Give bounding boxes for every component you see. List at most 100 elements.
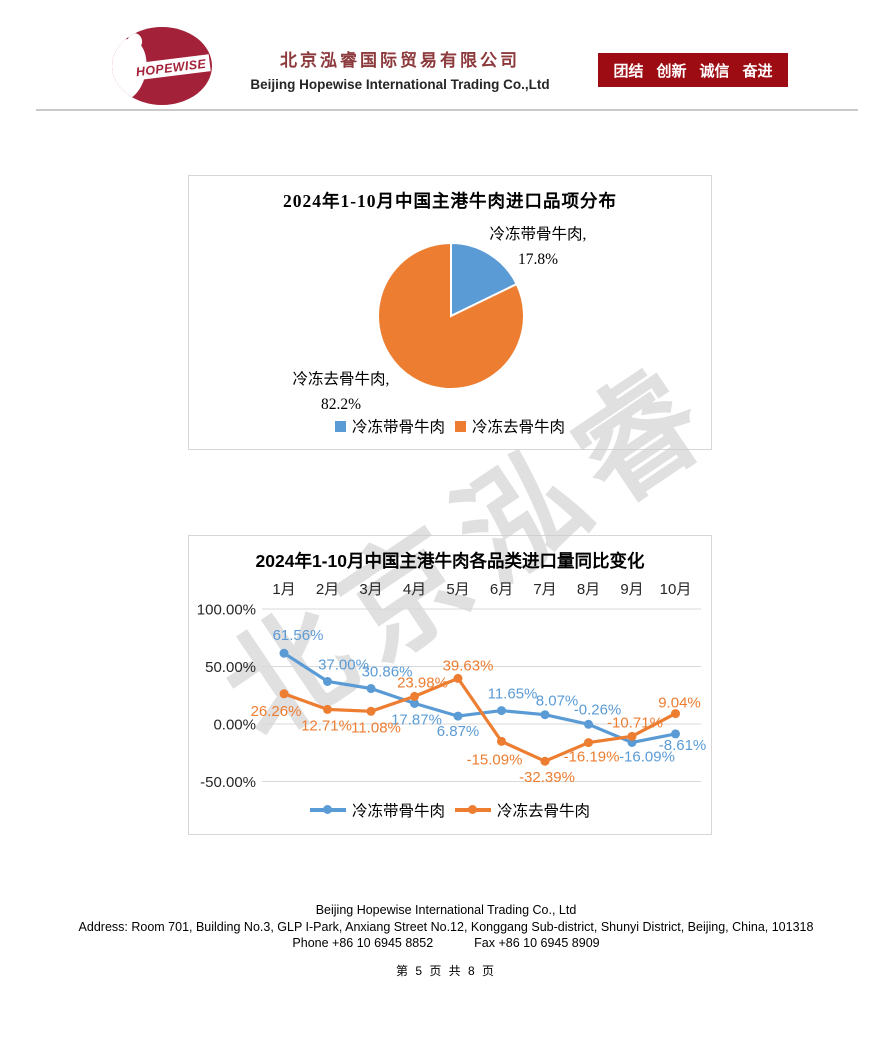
data-point	[671, 709, 680, 719]
data-label: 26.26%	[251, 703, 302, 720]
pie-legend-item-1: 冷冻去骨牛肉	[455, 415, 565, 437]
data-label: 8.07%	[536, 693, 579, 710]
data-point	[671, 729, 680, 739]
company-name-en: Beijing Hopewise International Trading C…	[250, 77, 550, 92]
data-point	[279, 648, 289, 658]
data-point	[584, 719, 593, 729]
footer-phone: Phone +86 10 6945 8852	[292, 936, 434, 950]
logo-globe-icon: HOPEWISE	[112, 27, 212, 105]
pie-slice-value-0: 17.8%	[518, 251, 558, 268]
motto-item-1: 团结	[613, 62, 644, 80]
legend-dot-icon	[322, 805, 332, 815]
legend-label: 冷冻带骨牛肉	[351, 803, 445, 820]
data-point	[323, 676, 332, 686]
y-axis-tick: -50.00%	[200, 774, 256, 791]
pie-slice-value-1: 82.2%	[321, 396, 361, 413]
data-label: 30.86%	[362, 664, 413, 681]
footer: Beijing Hopewise International Trading C…	[0, 902, 892, 952]
data-label: 61.56%	[273, 627, 324, 644]
data-point	[497, 736, 506, 746]
legend-line-marker-icon	[309, 805, 346, 815]
line-chart-card: 2024年1-10月中国主港牛肉各品类进口量同比变化 100.00% 50.00%…	[188, 535, 712, 835]
footer-fax: Fax +86 10 6945 8909	[474, 936, 600, 950]
x-axis-tick: 9月	[620, 581, 643, 598]
x-axis-tick: 3月	[359, 581, 382, 598]
y-axis-tick: 50.00%	[205, 659, 256, 676]
data-label: -16.09%	[619, 749, 675, 766]
line-chart-title: 2024年1-10月中国主港牛肉各品类进口量同比变化	[255, 551, 645, 571]
x-axis-tick: 4月	[403, 581, 426, 598]
data-point	[627, 738, 637, 748]
pie-slice-label-0: 冷冻带骨牛肉,	[490, 225, 587, 243]
data-point	[584, 738, 593, 748]
motto-banner: 团结 创新 诚信 奋进	[598, 53, 788, 87]
data-label: -16.19%	[564, 749, 620, 766]
data-label: -8.61%	[659, 737, 707, 754]
legend-line-marker-icon	[455, 805, 491, 815]
data-point	[279, 689, 289, 699]
footer-company: Beijing Hopewise International Trading C…	[315, 903, 577, 917]
data-point	[627, 731, 637, 741]
pie-chart: 冷冻带骨牛肉, 17.8% 冷冻去骨牛肉, 82.2%	[293, 225, 587, 413]
line-series-1	[282, 676, 678, 763]
data-label: 23.98%	[397, 674, 448, 691]
page-number: 第 5 页 共 8 页	[395, 964, 497, 978]
x-axis-tick: 6月	[490, 581, 513, 598]
pie-legend-item-0: 冷冻带骨牛肉	[334, 415, 445, 437]
legend-swatch-icon	[455, 420, 466, 432]
data-label: 11.08%	[351, 719, 401, 736]
data-label: 39.63%	[443, 657, 494, 674]
header-divider	[36, 109, 858, 111]
x-axis-tick: 7月	[533, 581, 556, 598]
data-point	[453, 711, 463, 721]
x-axis-tick: 5月	[446, 581, 469, 598]
line-legend-item-0: 冷冻带骨牛肉	[309, 799, 445, 821]
motto-item-4: 奋进	[742, 62, 773, 80]
footer-phone-fax: Phone +86 10 6945 8852 Fax +86 10 6945 8…	[0, 935, 892, 952]
company-logo: HOPEWISE	[112, 27, 212, 107]
legend-swatch-icon	[334, 420, 346, 432]
motto-item-2: 创新	[656, 62, 687, 80]
x-axis-tick: 2月	[316, 581, 339, 598]
data-label: 6.87%	[437, 723, 480, 740]
data-point	[410, 698, 419, 708]
x-axis-tick: 1月	[272, 581, 295, 598]
line-chart-legend: 冷冻带骨牛肉 冷冻去骨牛肉	[189, 799, 711, 821]
data-point	[323, 704, 332, 714]
pie-slice-1	[377, 241, 525, 390]
y-axis-tick: 0.00%	[213, 717, 256, 734]
pie-chart-card: 2024年1-10月中国主港牛肉进口品项分布 冷冻带骨牛肉, 17.8% 冷冻去骨牛…	[188, 175, 712, 450]
data-label: -15.09%	[467, 751, 523, 768]
company-name-zh: 北京泓睿国际贸易有限公司	[280, 51, 520, 70]
legend-label: 冷冻去骨牛肉	[472, 419, 566, 436]
company-name-block: 北京泓睿国际贸易有限公司 Beijing Hopewise Internatio…	[230, 46, 570, 92]
line-series-0	[282, 651, 678, 745]
pie-chart-legend: 冷冻带骨牛肉 冷冻去骨牛肉	[189, 415, 711, 437]
x-axis-tick: 10月	[660, 581, 692, 598]
legend-dot-icon	[468, 805, 477, 815]
x-axis-tick: 8月	[577, 581, 600, 598]
data-label: -0.26%	[574, 701, 622, 718]
data-label: 37.00%	[318, 656, 369, 673]
pie-slice-0	[450, 241, 518, 318]
data-label: 12.71%	[301, 717, 352, 734]
data-point	[540, 710, 550, 720]
data-point	[497, 706, 506, 716]
legend-label: 冷冻去骨牛肉	[497, 803, 591, 820]
legend-label: 冷冻带骨牛肉	[351, 419, 445, 436]
data-label: 11.65%	[488, 686, 538, 703]
data-point	[540, 756, 550, 766]
motto-item-3: 诚信	[699, 62, 730, 80]
data-point	[366, 706, 376, 716]
pie-slice-label-1: 冷冻去骨牛肉,	[293, 370, 390, 388]
line-chart: 100.00% 50.00% 0.00% -50.00% 1月 2月 3月 4月 5月 6月 7月 8…	[197, 581, 707, 791]
data-label: 17.87%	[391, 711, 442, 728]
data-label: -32.39%	[519, 769, 575, 786]
line-legend-item-1: 冷冻去骨牛肉	[455, 799, 590, 821]
pie-chart-title: 2024年1-10月中国主港牛肉进口品项分布	[282, 191, 618, 211]
footer-address: Address: Room 701, Building No.3, GLP I-…	[78, 919, 814, 934]
data-label: 9.04%	[658, 695, 701, 712]
data-point	[366, 684, 376, 694]
data-point	[453, 673, 463, 683]
